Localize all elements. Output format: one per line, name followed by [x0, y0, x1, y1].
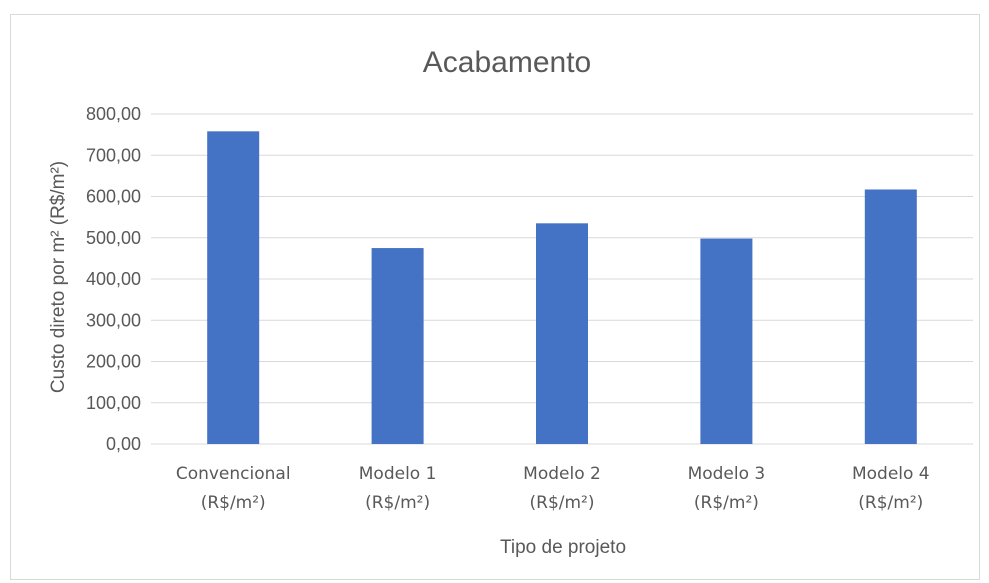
y-tick-label: 300,00 [86, 310, 141, 330]
y-tick-label: 0,00 [106, 434, 141, 454]
bar [536, 223, 588, 444]
bar [371, 248, 424, 444]
bar [864, 189, 917, 444]
y-tick-label: 200,00 [86, 352, 141, 372]
y-tick-label: 700,00 [86, 145, 141, 165]
y-tick-label: 800,00 [86, 104, 141, 124]
x-category-label: Convencional (R$/m²) [176, 464, 291, 513]
x-axis-categories: Convencional (R$/m²) Modelo 1 (R$/m²) Modelo… [176, 464, 930, 513]
bars [207, 131, 917, 444]
y-tick-label: 400,00 [86, 269, 141, 289]
x-category-label: Modelo 2 (R$/m²) [523, 464, 601, 513]
y-tick-label: 100,00 [86, 393, 141, 413]
x-category-label: Modelo 1 (R$/m²) [359, 464, 437, 513]
chart-frame [10, 14, 980, 580]
y-tick-label: 600,00 [86, 187, 141, 207]
x-category-label: Modelo 3 (R$/m²) [688, 464, 766, 513]
y-axis-title: Custo direto por m² (R$/m²) [48, 161, 69, 393]
x-axis-title: Tipo de projeto [500, 537, 626, 558]
y-axis-ticks: 0,00 100,00 200,00 300,00 400,00 500,00 600,00… [86, 104, 141, 454]
y-tick-label: 500,00 [86, 228, 141, 248]
chart-title: Acabamento [423, 46, 591, 79]
x-category-label: Modelo 4 (R$/m²) [852, 464, 930, 513]
bar [207, 131, 260, 444]
bar [700, 238, 753, 444]
